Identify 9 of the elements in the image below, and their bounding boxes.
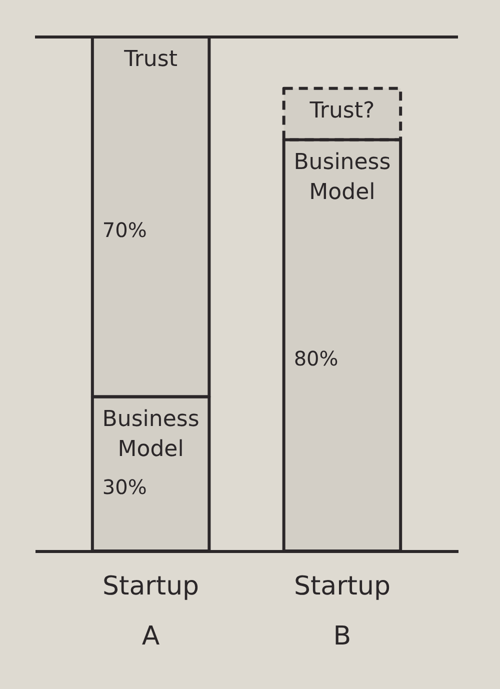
series-label: Trust? <box>308 98 375 124</box>
data-label: 70% <box>102 218 147 242</box>
data-label: 30% <box>102 474 147 499</box>
x-tick-label: Startup B <box>294 572 390 652</box>
data-label: 80% <box>294 346 338 370</box>
x-tick-label: Startup A <box>102 572 200 652</box>
series-label: Business Model <box>102 406 200 462</box>
text: Business Model <box>294 150 391 205</box>
series-label: Trust <box>123 47 178 72</box>
